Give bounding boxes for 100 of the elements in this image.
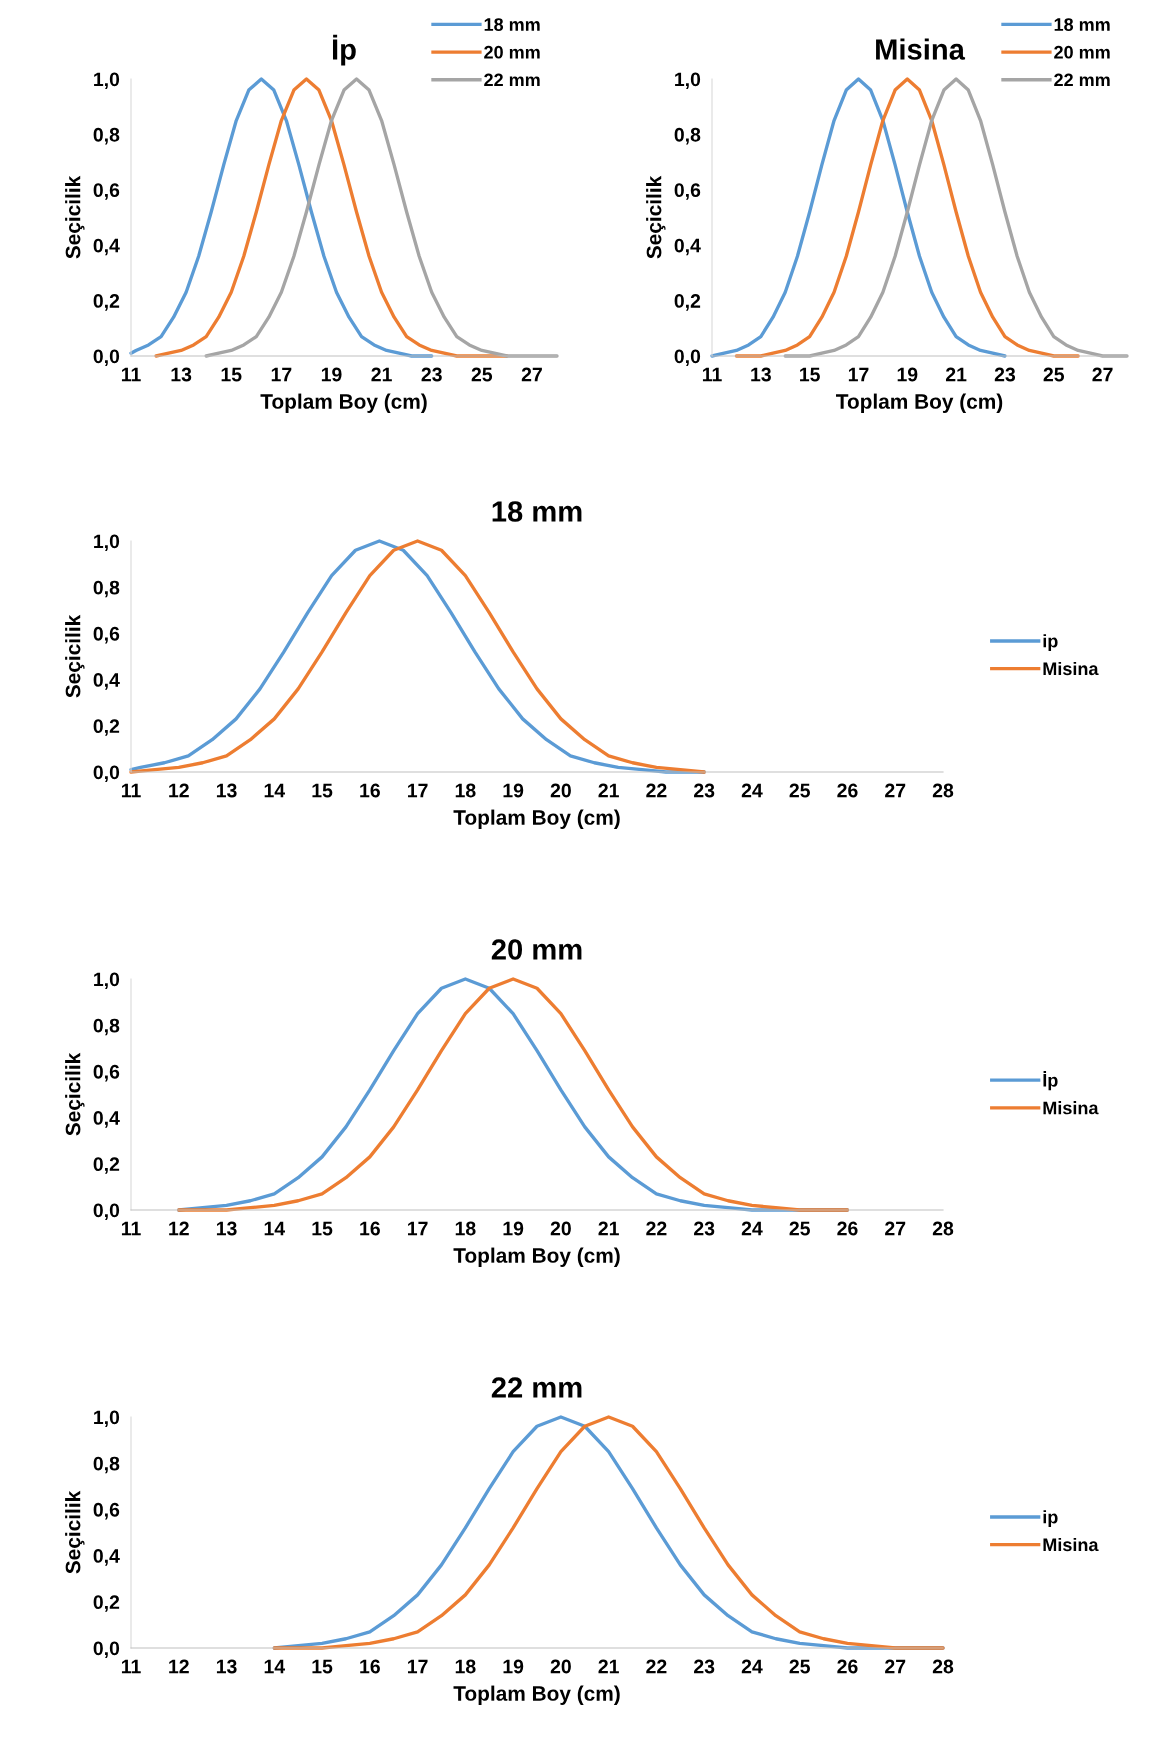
- x-tick-label: 23: [694, 1659, 715, 1674]
- x-tick-label: 11: [121, 783, 141, 798]
- y-axis-title: Seçicilik: [646, 175, 666, 259]
- x-tick-label: 16: [360, 783, 380, 798]
- legend-label: 18 mm: [484, 18, 540, 31]
- y-tick-label: 1,0: [94, 1410, 120, 1428]
- legend-label: İp: [1043, 1071, 1058, 1091]
- x-tick-label: 15: [800, 367, 820, 382]
- x-tick-label: 17: [848, 367, 869, 382]
- y-axis-title: Seçicilik: [65, 175, 85, 259]
- x-tick-label: 14: [264, 783, 285, 798]
- x-tick-label: 25: [789, 1659, 810, 1674]
- y-tick-label: 0,6: [93, 183, 120, 200]
- x-tick-label: 22: [646, 1221, 667, 1236]
- x-tick-label: 13: [216, 1221, 237, 1236]
- legend-label: ip: [1043, 634, 1058, 652]
- y-tick-label: 1,0: [94, 72, 120, 90]
- y-tick-label: 0,6: [93, 1502, 120, 1520]
- chart-title: 20 mm: [491, 939, 582, 960]
- y-tick-label: 0,0: [93, 765, 120, 783]
- legend-label: 22 mm: [1054, 73, 1110, 87]
- y-tick-label: 0,2: [93, 1595, 120, 1612]
- x-tick-label: 28: [932, 783, 954, 798]
- x-axis-title: Toplam Boy (cm): [453, 1247, 620, 1267]
- x-tick-label: 21: [945, 367, 967, 382]
- x-axis-title: Toplam Boy (cm): [453, 809, 620, 829]
- x-tick-label: 21: [371, 367, 392, 382]
- x-tick-label: 18: [455, 1659, 476, 1674]
- x-tick-label: 27: [885, 1221, 906, 1236]
- legend-label: ip: [1043, 1510, 1058, 1528]
- line-series: [710, 77, 1007, 358]
- x-tick-label: 20: [550, 783, 571, 798]
- x-tick-label: 20: [550, 1221, 571, 1236]
- x-tick-label: 27: [885, 783, 906, 798]
- x-tick-label: 28: [932, 1659, 954, 1674]
- x-tick-label: 15: [312, 1221, 333, 1236]
- x-tick-label: 25: [789, 783, 810, 798]
- y-tick-label: 0,8: [93, 1456, 120, 1474]
- y-tick-label: 0,8: [93, 580, 120, 598]
- x-tick-label: 24: [741, 1659, 763, 1674]
- x-tick-label: 19: [321, 367, 342, 382]
- x-axis-title: Toplam Boy (cm): [260, 393, 427, 413]
- x-tick-label: 12: [169, 1221, 189, 1236]
- x-tick-label: 26: [837, 1221, 858, 1236]
- x-tick-label: 15: [221, 367, 242, 382]
- x-tick-label: 15: [312, 1659, 333, 1674]
- legend-label: Misina: [1043, 1537, 1099, 1552]
- x-tick-label: 17: [271, 367, 292, 382]
- legend-label: Misina: [1043, 661, 1099, 676]
- x-axis-title: Toplam Boy (cm): [836, 393, 1003, 413]
- y-tick-label: 0,4: [93, 1111, 120, 1128]
- x-tick-label: 19: [503, 1221, 524, 1236]
- y-axis-title: Seçicilik: [65, 614, 85, 698]
- x-tick-label: 11: [702, 367, 722, 382]
- y-tick-label: 0,8: [93, 127, 120, 145]
- x-tick-label: 27: [885, 1659, 906, 1674]
- y-tick-label: 0,2: [93, 719, 120, 736]
- x-tick-label: 12: [169, 783, 189, 798]
- x-tick-label: 19: [897, 367, 918, 382]
- x-axis-title: Toplam Boy (cm): [453, 1685, 620, 1705]
- legend-label: Misina: [1043, 1101, 1099, 1115]
- chart-title: 22 mm: [491, 1377, 582, 1398]
- x-tick-label: 23: [994, 367, 1016, 382]
- x-tick-label: 25: [1043, 367, 1065, 382]
- x-tick-label: 19: [503, 783, 524, 798]
- x-tick-label: 21: [598, 783, 619, 798]
- x-tick-label: 13: [751, 367, 771, 382]
- y-tick-label: 0,6: [674, 183, 701, 200]
- x-tick-label: 26: [837, 783, 858, 798]
- y-tick-label: 0,4: [674, 238, 701, 256]
- y-tick-label: 0,0: [93, 1641, 120, 1659]
- y-tick-label: 0,0: [674, 349, 701, 367]
- y-tick-label: 0,4: [93, 673, 120, 690]
- y-tick-label: 0,8: [674, 127, 701, 145]
- y-tick-label: 0,4: [93, 1549, 120, 1566]
- x-tick-label: 27: [521, 367, 542, 382]
- x-tick-label: 20: [550, 1659, 571, 1674]
- x-tick-label: 25: [471, 367, 493, 382]
- x-tick-label: 21: [598, 1659, 619, 1674]
- x-tick-label: 19: [503, 1659, 524, 1674]
- x-tick-label: 18: [455, 1221, 476, 1236]
- x-tick-label: 23: [421, 367, 442, 382]
- legend-label: 22 mm: [484, 73, 540, 87]
- x-tick-label: 11: [121, 1221, 141, 1236]
- x-tick-label: 26: [837, 1659, 858, 1674]
- x-tick-label: 21: [598, 1221, 619, 1236]
- x-tick-label: 17: [408, 1221, 428, 1236]
- x-tick-label: 14: [264, 1221, 285, 1236]
- line-series: [129, 539, 706, 774]
- x-tick-label: 12: [169, 1659, 189, 1674]
- y-tick-label: 0,2: [674, 294, 701, 311]
- legend-label: 20 mm: [484, 45, 540, 59]
- line-series: [129, 77, 434, 358]
- chart-title: İp: [332, 34, 356, 66]
- x-tick-label: 13: [216, 1659, 237, 1674]
- x-tick-label: 16: [360, 1659, 380, 1674]
- x-tick-label: 28: [932, 1221, 954, 1236]
- x-tick-label: 25: [789, 1221, 810, 1236]
- y-tick-label: 0,6: [93, 1064, 120, 1082]
- y-tick-label: 0,0: [93, 349, 120, 367]
